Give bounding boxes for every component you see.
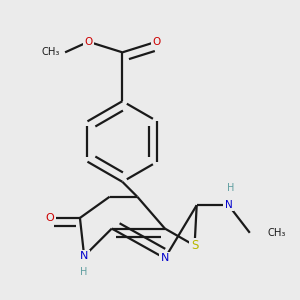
Text: O: O — [46, 213, 55, 223]
Text: H: H — [227, 183, 234, 193]
Text: O: O — [84, 37, 93, 47]
Text: N: N — [225, 200, 232, 210]
Text: CH₃: CH₃ — [42, 47, 60, 57]
Text: H: H — [80, 267, 88, 277]
Text: S: S — [191, 239, 198, 252]
Text: O: O — [152, 37, 160, 47]
Text: CH₃: CH₃ — [268, 228, 286, 238]
Text: N: N — [80, 251, 88, 261]
Text: N: N — [161, 253, 169, 263]
